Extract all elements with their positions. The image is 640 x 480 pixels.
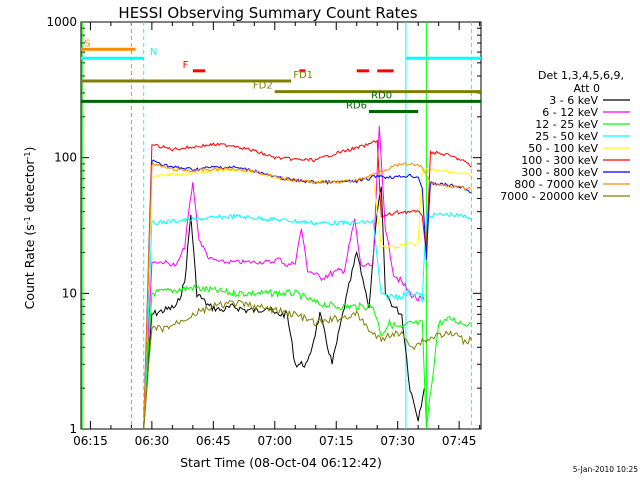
series-line-1 [143,125,425,430]
legend-label: 50 - 100 keV [528,142,598,155]
series-line-5 [143,139,472,430]
chart-title: HESSI Observing Summary Count Rates [118,4,417,22]
x-tick-label: 07:00 [257,434,292,448]
x-tick-label: 07:45 [442,434,477,448]
series-line-7 [143,162,472,430]
plot-frame [80,21,482,430]
series-line-0 [143,186,425,430]
x-tick-label: 06:30 [135,434,170,448]
y-tick-label: 10 [62,286,77,300]
legend-label: 100 - 300 keV [521,154,598,167]
x-tick-label: 07:15 [319,434,354,448]
flag-label-n: N [150,47,157,58]
flag-label-fd2: FD2 [253,81,273,92]
date-stamp: 5-Jan-2010 10:25 [573,465,638,474]
y-tick-label: 100 [54,151,77,165]
series-line-8 [143,299,472,430]
legend-label: 12 - 25 keV [535,118,598,131]
x-tick-label: 07:30 [380,434,415,448]
y-axis-label: Count Rate (s-1 detector-1) [22,147,37,310]
flag-label-f: F [183,60,189,71]
x-tick-label: 06:15 [73,434,108,448]
legend-label: 6 - 12 keV [542,106,598,119]
y-tick-label: 1000 [46,15,77,29]
flag-label-rd0: RD0 [371,90,392,101]
legend-label: 25 - 50 keV [535,130,598,143]
legend-header: Det 1,3,4,5,6,9, [538,69,624,82]
y-label-part1: Count Rate (s [22,224,37,309]
y-tick-label: 1 [69,422,77,436]
legend-label: 300 - 800 keV [521,166,598,179]
series-line-3 [143,211,472,430]
y-label-sup1: -1 [23,216,32,224]
legend-label: 800 - 7000 keV [514,178,598,191]
plot-area: 1 10 100 1000 06:15 06:30 06:45 07:00 07:15 07:30… [46,15,482,448]
x-tick-label: 06:45 [196,434,231,448]
flag-label-s: S [84,38,90,49]
flag-label-fd1: FD1 [293,70,313,81]
legend-header-2: Att 0 [574,82,600,95]
y-label-sup2: -1 [23,152,32,160]
legend-label: 3 - 6 keV [549,94,598,107]
flag-label-rd6: RD6 [346,101,367,112]
y-label-part3: ) [22,147,37,152]
y-label-part2: detector [22,159,37,217]
x-axis-label: Start Time (08-Oct-04 06:12:42) [180,455,382,470]
series-line-2 [143,283,472,430]
legend-label: 7000 - 20000 keV [500,190,598,203]
